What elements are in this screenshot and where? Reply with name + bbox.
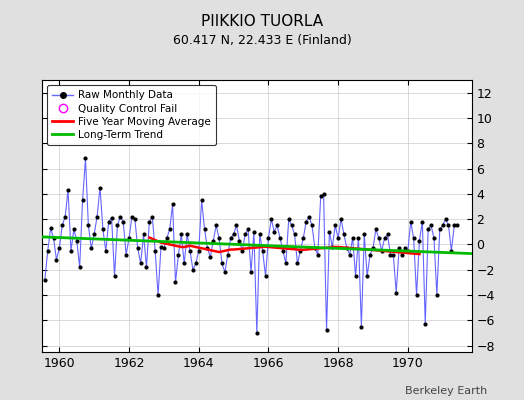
Text: PIIKKIO TUORLA: PIIKKIO TUORLA (201, 14, 323, 29)
Text: 60.417 N, 22.433 E (Finland): 60.417 N, 22.433 E (Finland) (172, 34, 352, 47)
Legend: Raw Monthly Data, Quality Control Fail, Five Year Moving Average, Long-Term Tren: Raw Monthly Data, Quality Control Fail, … (47, 85, 216, 145)
Text: Berkeley Earth: Berkeley Earth (405, 386, 487, 396)
